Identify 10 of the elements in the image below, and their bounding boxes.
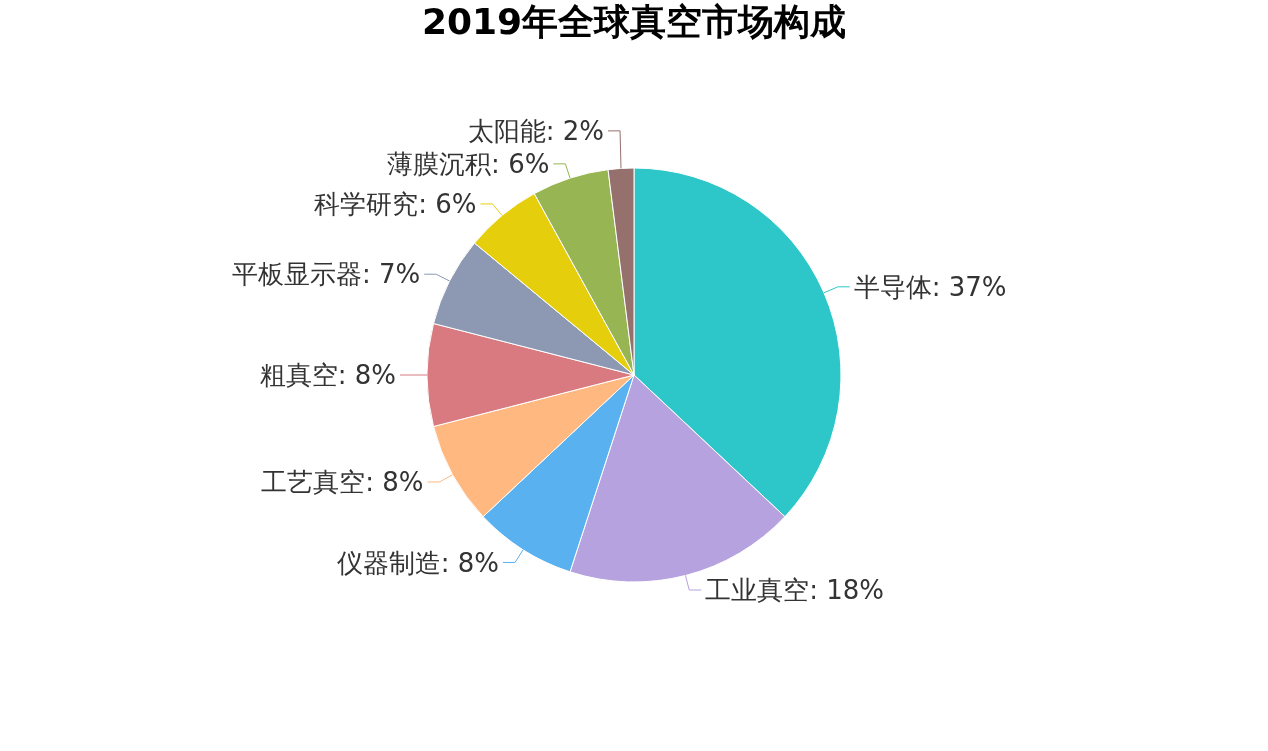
- slice-label: 平板显示器: 7%: [231, 259, 421, 290]
- slice-label: 工艺真空: 8%: [261, 467, 424, 498]
- slice-label: 工业真空: 18%: [705, 575, 885, 606]
- slice-label: 薄膜沉积: 6%: [387, 148, 550, 179]
- slice-label: 半导体: 37%: [853, 271, 1007, 302]
- chart-title: 2019年全球真空市场构成: [421, 1, 847, 42]
- slice-label: 科学研究: 6%: [314, 189, 477, 220]
- slice-label: 粗真空: 8%: [259, 360, 396, 391]
- slice-label: 仪器制造: 8%: [336, 547, 500, 578]
- slice-label: 太阳能: 2%: [467, 115, 605, 146]
